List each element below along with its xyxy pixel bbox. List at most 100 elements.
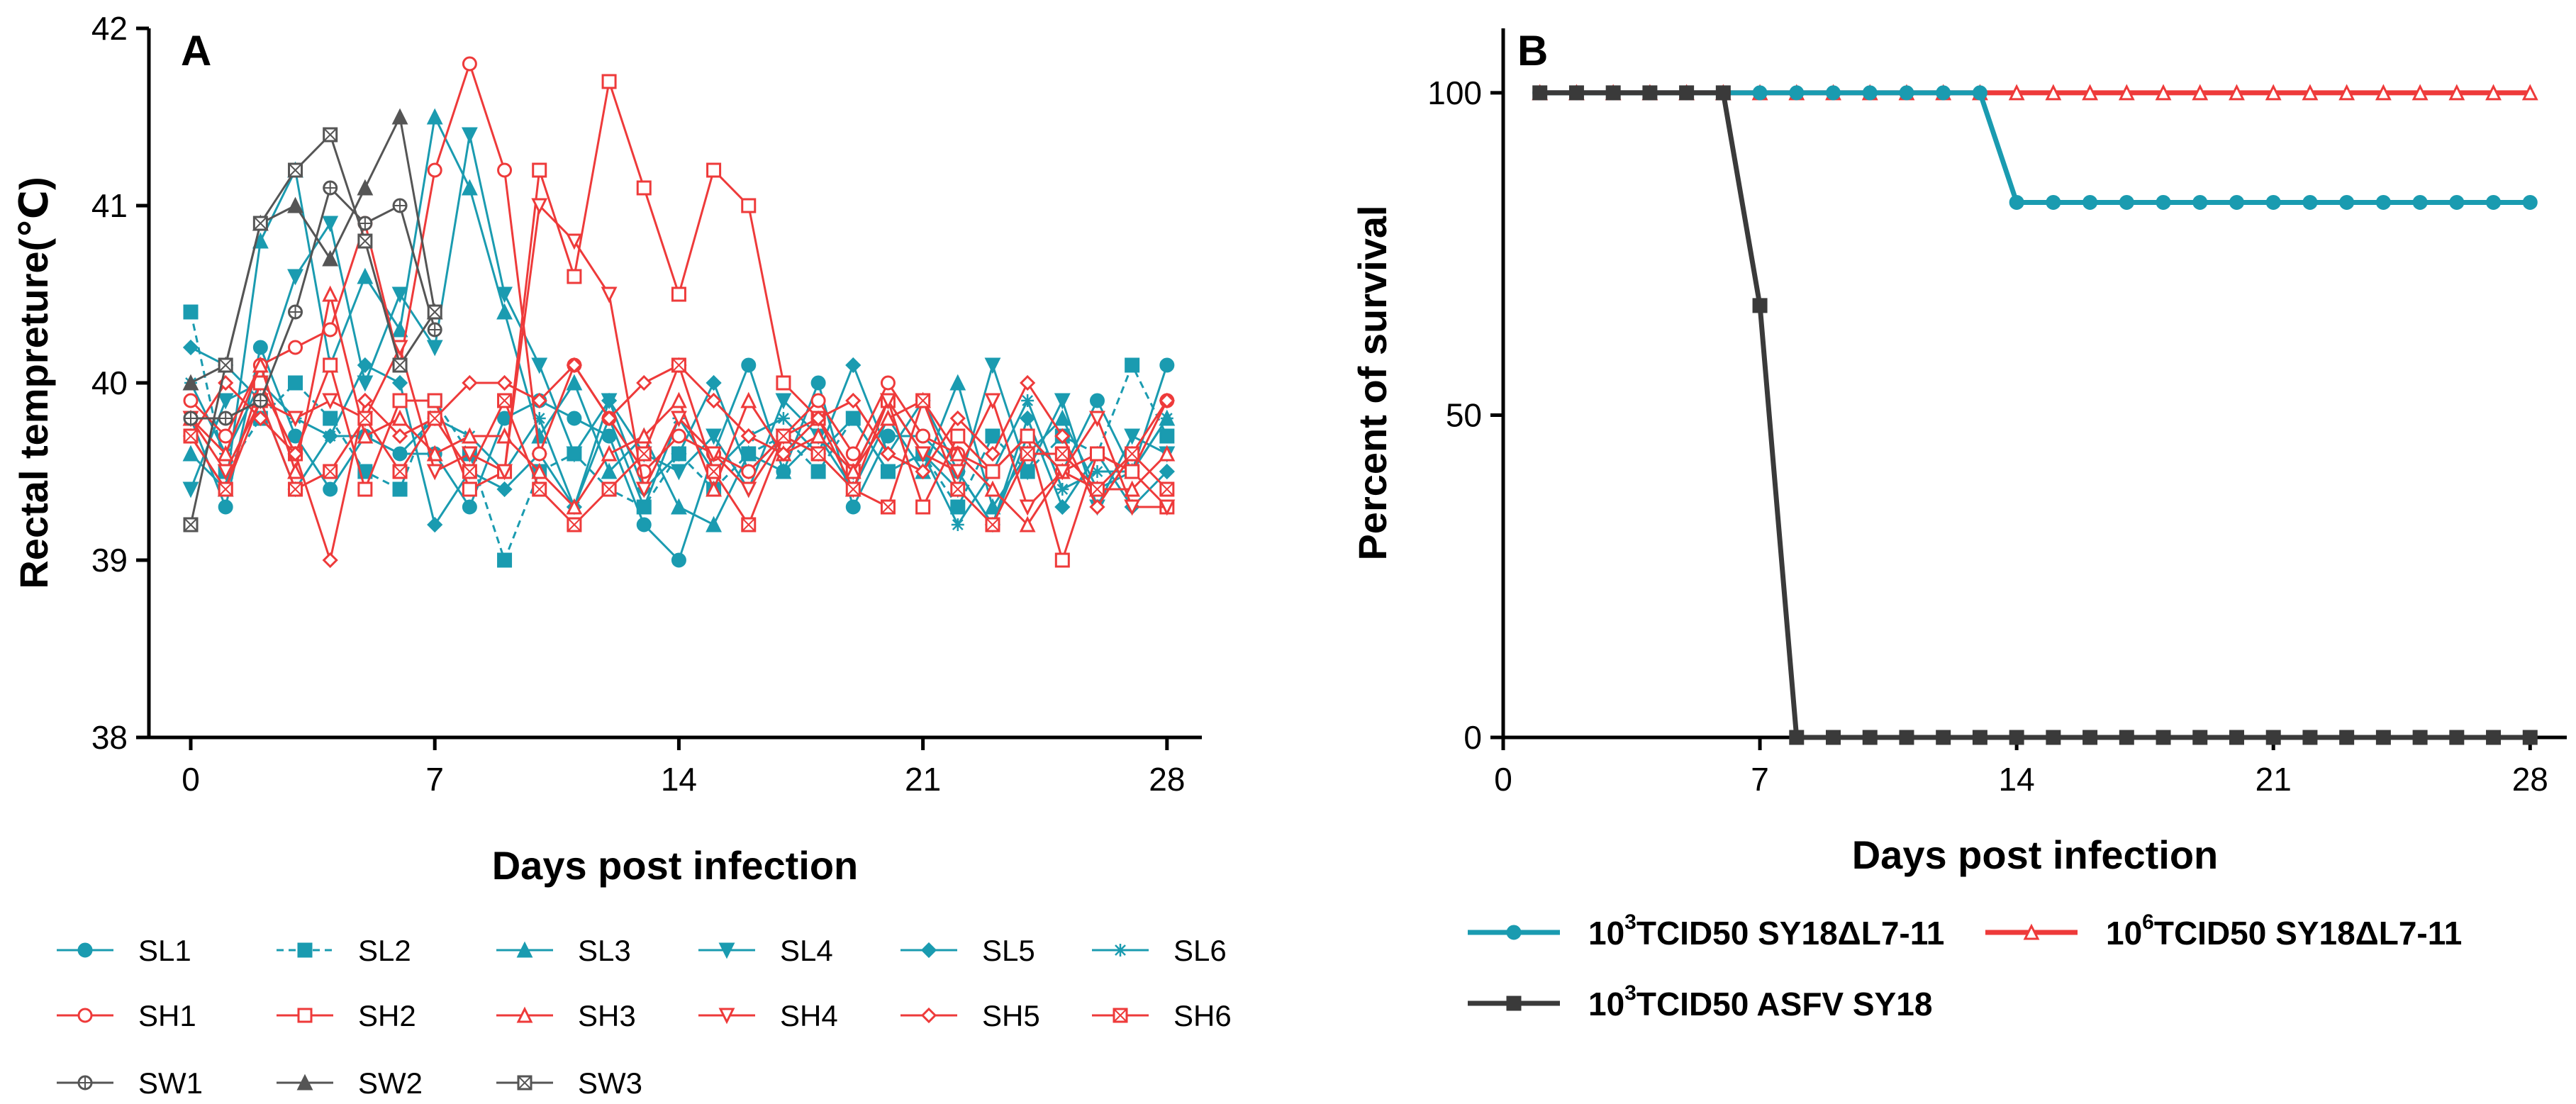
series-sh5-point <box>287 445 303 462</box>
survival-legend-item: 103TCID50 SY18ΔL7-11 <box>1468 910 1944 952</box>
series-sl5-point <box>427 516 443 533</box>
series-sl4-point <box>217 393 234 410</box>
survival-point <box>2155 84 2172 101</box>
legend-marker <box>920 1007 937 1024</box>
legend-item-sl1: SL1 <box>57 934 191 967</box>
series-sh6-point-glyph <box>1020 447 1035 461</box>
series-sl6-point <box>847 412 860 425</box>
legend-item-sl4: SL4 <box>698 934 833 967</box>
series-sh4-point <box>915 446 932 463</box>
survival-point <box>2449 730 2465 745</box>
series-sh2-point <box>706 162 722 178</box>
panel-b-x-title: Days post infection <box>1852 832 2219 877</box>
series-sh3-point <box>949 445 966 462</box>
series-sl3-point <box>670 498 687 515</box>
series-sh4-point <box>1054 464 1071 481</box>
series-sh2-point <box>462 481 477 497</box>
legend-item-sl3: SL3 <box>496 934 631 967</box>
survival-point <box>2229 730 2244 745</box>
series-sh4-point <box>706 446 723 463</box>
series-sl4-point <box>391 286 408 303</box>
legend-item-sh3: SH3 <box>496 999 636 1032</box>
series-sh1-point <box>845 446 861 462</box>
legend-item-sl5: SL5 <box>901 934 1035 967</box>
survival-point <box>2192 84 2209 101</box>
legend-marker <box>77 942 93 958</box>
series-sl4-point <box>496 286 513 303</box>
survival-legend-label: 103TCID50 ASFV SY18 <box>1588 981 1932 1022</box>
legend-marker <box>1114 944 1127 957</box>
survival-legend-marker <box>1506 925 1522 940</box>
series-sw1 <box>183 180 442 426</box>
series-sh3-point <box>601 445 618 462</box>
series-sh3-point <box>1019 515 1036 533</box>
series-sl1-point <box>671 552 686 568</box>
series-sl2-point <box>1159 428 1175 444</box>
survival-point <box>1862 85 1878 101</box>
survival-point <box>2156 194 2171 210</box>
series-sl5-point <box>1054 498 1071 515</box>
series-sl6-point <box>533 412 546 425</box>
legend-marker <box>77 1008 93 1023</box>
series-sh6-point-glyph <box>533 482 547 496</box>
survival-point <box>2046 730 2061 745</box>
legend-label: SH5 <box>982 999 1040 1032</box>
series-sl4-point <box>670 464 687 481</box>
series-sl3-point <box>984 498 1001 515</box>
series-sh4-point <box>1124 499 1141 516</box>
series-sw3-point-glyph <box>358 234 372 248</box>
series-sh3-point <box>287 462 303 479</box>
series-sh6-point-glyph <box>671 358 686 372</box>
series-sw2-point <box>287 196 303 213</box>
series-sl3-point <box>1054 409 1071 426</box>
legend-item-sw2: SW2 <box>277 1066 423 1100</box>
series-sl4-point <box>426 340 443 357</box>
panel-a: A 38 39 40 41 42 0 7 14 21 28 Days post infectio… <box>11 10 1232 1100</box>
survival-point <box>2082 194 2098 210</box>
series-sw3-point-glyph <box>393 358 407 372</box>
legend-label: SL6 <box>1173 934 1227 967</box>
panel-a-xtick-label: 28 <box>1149 761 1185 798</box>
series-sl1-point <box>323 481 338 497</box>
series-sh2-point <box>1125 464 1140 479</box>
survival-point <box>2229 84 2245 101</box>
series-sl2-point <box>497 552 513 568</box>
survival-point <box>2339 194 2355 210</box>
series-sw2-point <box>391 108 408 125</box>
panel-b-y-title: Percent of survival <box>1350 205 1395 560</box>
panel-a-series <box>182 56 1176 569</box>
panel-a-ytick-label: 41 <box>91 187 128 224</box>
survival-point <box>2082 84 2099 101</box>
legend-label: SW1 <box>138 1066 203 1100</box>
survival-legend-label: 103TCID50 SY18ΔL7-11 <box>1588 910 1944 952</box>
legend-marker <box>297 1008 313 1023</box>
series-sh6-point-glyph <box>462 464 477 479</box>
survival-point <box>1642 85 1658 101</box>
survival-point <box>2522 730 2538 745</box>
series-sl3-point <box>461 179 478 196</box>
legend-item-sh4: SH4 <box>698 999 838 1032</box>
survival-point <box>1715 85 1731 101</box>
legend-item-sw3: SW3 <box>496 1066 642 1100</box>
series-sl3-point <box>182 445 199 462</box>
survival-point <box>1568 85 1584 101</box>
series-sl5-point <box>671 445 687 462</box>
series-sh2-point <box>1054 552 1070 568</box>
series-sl3-point <box>391 320 408 338</box>
series-sl2-point <box>288 375 303 391</box>
survival-legend-item: 103TCID50 ASFV SY18 <box>1468 981 1932 1022</box>
legend-label: SL3 <box>578 934 631 967</box>
series-sh5-point <box>775 445 792 462</box>
series-sl5-point <box>845 357 862 374</box>
series-sh5-point <box>357 392 373 409</box>
survival-point <box>2522 194 2538 210</box>
panel-b-ytick-label: 100 <box>1427 74 1482 111</box>
panel-b-xtick-label: 7 <box>1751 761 1769 798</box>
series-sl6-point <box>637 501 651 513</box>
series-sh1-point <box>915 428 931 444</box>
survival-point <box>2009 730 2024 745</box>
panel-b-xtick-label: 28 <box>2512 761 2548 798</box>
series-sh5-point <box>984 445 1001 462</box>
legend-marker <box>516 941 533 958</box>
series-sw3-point-glyph <box>288 163 303 177</box>
